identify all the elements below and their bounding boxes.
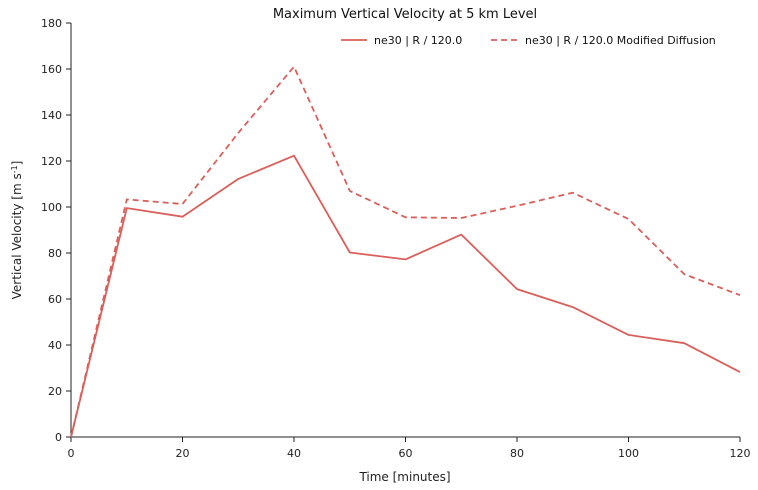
x-tick-label: 40 [287,447,301,460]
series-line-1 [70,65,741,438]
y-tick-label: 80 [48,247,62,260]
x-tick-label: 0 [68,447,75,460]
y-tick-label: 120 [41,155,62,168]
series-layer [70,65,741,438]
y-tick-label: 20 [48,385,62,398]
series-line-0 [70,154,741,438]
x-tick-label: 120 [730,447,751,460]
y-axis-label-tail: ] [10,161,24,166]
y-tick-label: 140 [41,109,62,122]
axes: 0 20 40 60 80 100 120 0 20 40 60 80 100 120 140 160 180 [41,17,751,460]
x-tick-label: 60 [399,447,413,460]
y-tick-label: 100 [41,201,62,214]
y-axis-label-sup: -1 [10,165,19,173]
x-tick-label: 80 [510,447,524,460]
y-axis-label-main: Vertical Velocity [m s [10,173,24,299]
legend: ne30 | R / 120.0 ne30 | R / 120.0 Modifi… [341,34,716,47]
x-axis-label: Time [minutes] [358,470,450,484]
legend-label-0: ne30 | R / 120.0 [374,34,462,47]
y-tick-label: 0 [55,431,62,444]
x-tick-label: 100 [618,447,639,460]
legend-label-1: ne30 | R / 120.0 Modified Diffusion [525,34,716,47]
x-tick-label: 20 [176,447,190,460]
chart-title: Maximum Vertical Velocity at 5 km Level [273,7,537,22]
y-tick-label: 160 [41,63,62,76]
y-axis-label: Vertical Velocity [m s-1] [10,161,25,300]
y-tick-label: 40 [48,339,62,352]
y-tick-label: 60 [48,293,62,306]
y-tick-label: 180 [41,17,62,30]
